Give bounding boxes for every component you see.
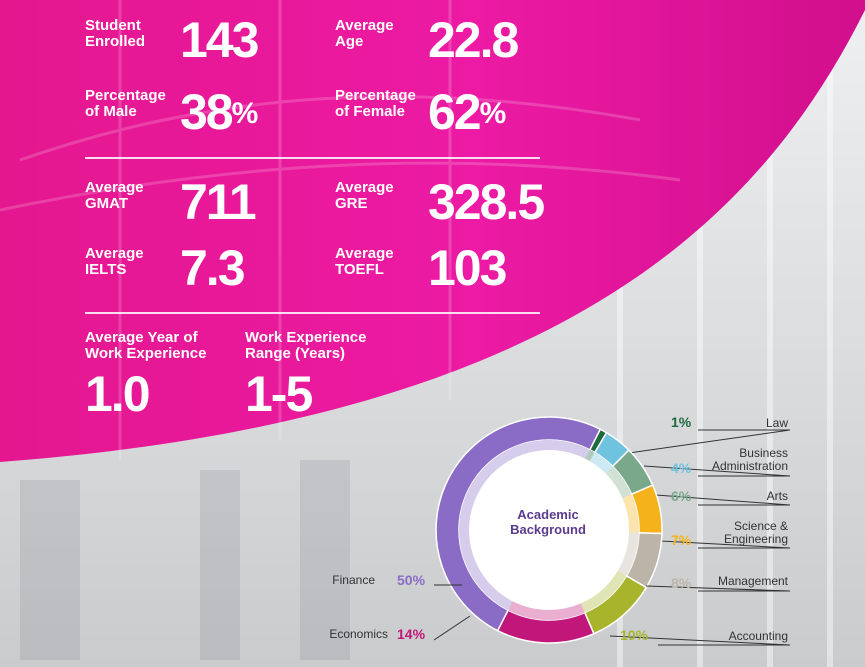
average-ielts-value: 7.3 — [180, 240, 246, 296]
pct-label-science-engineering: 7% — [671, 532, 692, 548]
work-range-label: Work Experience Range (Years) — [245, 329, 367, 362]
chart-title: Academic Background — [510, 507, 586, 537]
slice-inner-band — [622, 494, 639, 533]
pct-label-finance: 50% — [397, 572, 426, 588]
category-label-law: Law — [765, 416, 788, 430]
male-percentage-label: Percentage of Male — [85, 87, 166, 120]
pct-label-management: 8% — [671, 575, 692, 591]
female-percentage-unit: % — [479, 97, 507, 130]
pct-label-business-administration: 4% — [671, 460, 692, 476]
leader-line — [645, 585, 791, 592]
magenta-banner — [0, 0, 865, 462]
divider — [85, 312, 540, 314]
average-gmat-value: 711 — [180, 174, 257, 230]
pct-label-law: 1% — [671, 414, 692, 430]
average-toefl-value: 103 — [428, 240, 507, 296]
leader-line — [660, 540, 791, 549]
slice-finance — [435, 416, 602, 632]
average-gmat-label: Average GMAT — [85, 179, 144, 212]
student-enrolled-value: 143 — [180, 12, 259, 68]
pct-label-accounting: 10% — [620, 627, 649, 643]
average-gre-label: Average GRE — [335, 179, 394, 212]
female-percentage-label: Percentage of Female — [335, 87, 416, 120]
slice-inner-band — [580, 570, 627, 613]
male-percentage: 38% — [180, 86, 258, 138]
female-percentage: 62% — [428, 86, 506, 138]
work-range-value: 1-5 — [245, 366, 313, 422]
pct-label-economics: 14% — [397, 626, 426, 642]
slice-inner-band — [605, 466, 632, 499]
average-toefl-label: Average TOEFL — [335, 245, 394, 278]
slice-inner-band — [508, 601, 585, 620]
donut-hole — [459, 440, 639, 620]
average-ielts-label: Average IELTS — [85, 245, 144, 278]
slice-economics — [496, 609, 595, 644]
leader-line — [628, 429, 791, 454]
student-enrolled-label: Student Enrolled — [85, 17, 146, 50]
average-gre-value: 328.5 — [428, 174, 545, 230]
category-label-arts: Arts — [766, 489, 788, 503]
work-experience-value: 1.0 — [85, 366, 151, 422]
male-percentage-unit: % — [231, 97, 259, 130]
leader-line — [433, 615, 471, 641]
slice-inner-band — [589, 452, 613, 474]
female-percentage-value: 62 — [428, 84, 482, 140]
category-label-science-engineering: Science & Engineering — [723, 519, 788, 546]
slice-inner-band — [617, 532, 639, 576]
pct-label-arts: 6% — [671, 488, 692, 504]
average-age-value: 22.8 — [428, 12, 519, 68]
divider — [85, 157, 540, 159]
slice-inner-band — [585, 449, 595, 462]
work-experience-label: Average Year of Work Experience — [85, 329, 207, 362]
male-percentage-value: 38 — [180, 84, 234, 140]
average-age-label: Average Age — [335, 17, 394, 50]
category-label-accounting: Accounting — [728, 629, 788, 643]
leader-line — [655, 494, 791, 506]
leader-line — [643, 465, 791, 477]
category-label-management: Management — [717, 574, 788, 588]
category-label-finance: Finance — [332, 573, 375, 587]
category-label-business-administration: Business Administration — [711, 446, 788, 473]
category-label-economics: Economics — [329, 627, 388, 641]
leader-line — [609, 635, 791, 646]
